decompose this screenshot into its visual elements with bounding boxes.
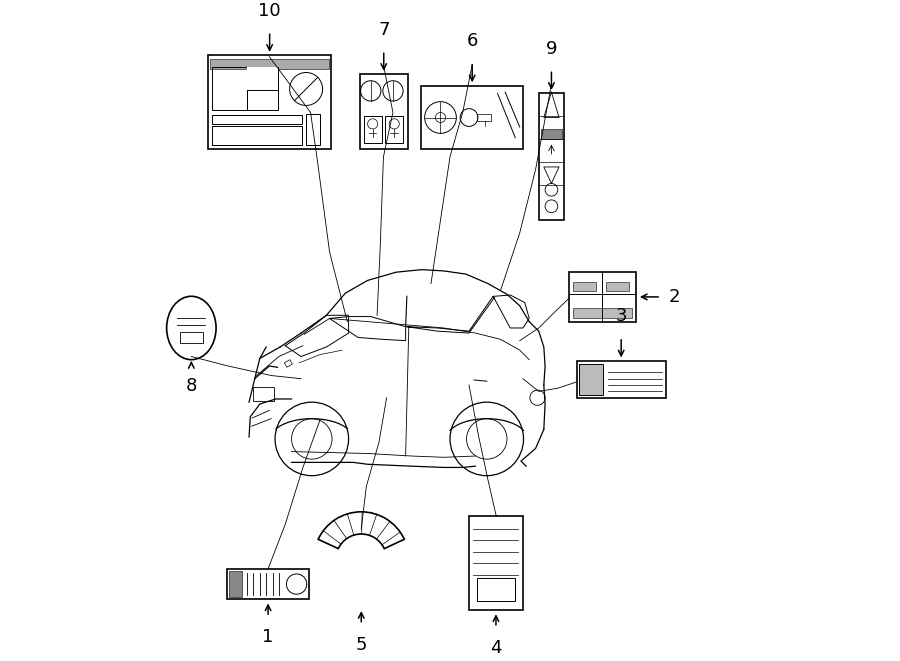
Text: 6: 6 (466, 32, 478, 50)
Bar (364, 116, 382, 143)
Bar (180, 332, 202, 343)
Bar (580, 364, 603, 395)
Bar (477, 114, 491, 121)
Text: 2: 2 (669, 288, 680, 306)
Text: 1: 1 (263, 629, 274, 646)
Bar (477, 578, 516, 602)
Bar (577, 361, 665, 398)
Bar (212, 126, 302, 145)
Bar (254, 387, 274, 401)
Text: 3: 3 (616, 307, 627, 325)
Bar (247, 67, 278, 90)
Bar (573, 282, 596, 292)
Bar (360, 75, 408, 149)
Bar (421, 86, 523, 149)
Text: 9: 9 (545, 40, 557, 58)
Bar (212, 115, 302, 124)
Bar (208, 56, 331, 149)
Bar (541, 129, 562, 139)
Bar (385, 116, 403, 143)
Bar (539, 93, 564, 220)
Bar (306, 114, 320, 145)
Bar (469, 516, 523, 610)
Text: 7: 7 (378, 21, 390, 39)
Bar (569, 272, 635, 322)
Bar (284, 360, 292, 368)
Bar (607, 282, 629, 292)
Text: 8: 8 (185, 377, 197, 395)
Bar (573, 307, 632, 318)
Bar (227, 569, 310, 600)
Text: 5: 5 (356, 636, 367, 654)
Text: 10: 10 (258, 2, 281, 20)
Bar (230, 571, 242, 597)
Text: 4: 4 (491, 639, 501, 657)
Bar (211, 59, 328, 69)
Bar (212, 67, 278, 110)
